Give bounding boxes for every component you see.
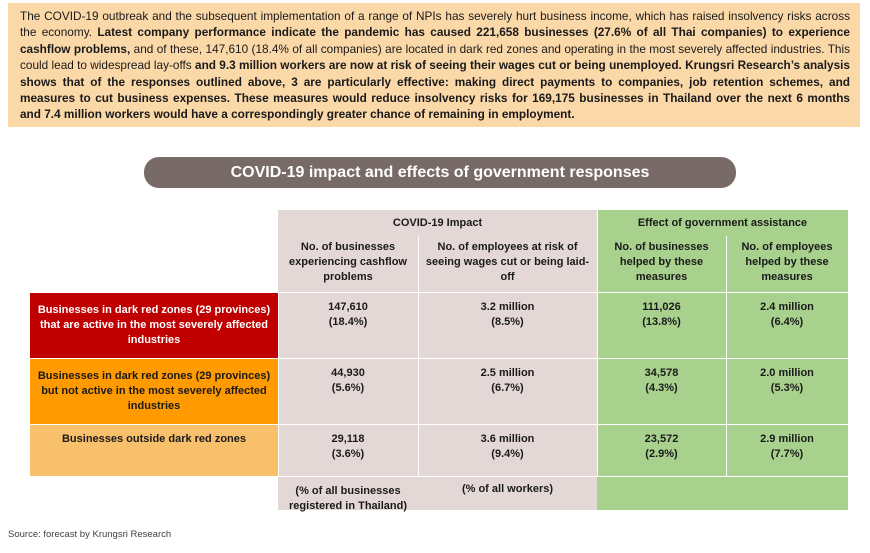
table-cell: 44,930 (5.6%) [331, 367, 365, 394]
group-header-assistance: Effect of government assistance [637, 216, 808, 229]
table-cell: 2.9 million (7.7%) [760, 433, 814, 460]
column-header-businesses-helped: No. of businesses helped by these measur… [614, 241, 709, 283]
impact-panel [278, 210, 597, 510]
assistance-panel [597, 210, 848, 510]
row-label-red-zone-other: Businesses in dark red zones (29 provinc… [30, 358, 278, 424]
group-header-impact: COVID-19 Impact [392, 216, 483, 229]
grid-line [278, 292, 279, 476]
summary-box: The COVID-19 outbreak and the subsequent… [8, 3, 860, 127]
grid-line [726, 236, 727, 476]
table-cell: 34,578 (4.3%) [644, 367, 679, 394]
grid-line [30, 424, 848, 425]
table-cell: 3.6 million (9.4%) [480, 433, 535, 460]
summary-sentence-3: and of these, 147,610 (18.4% of all comp… [20, 41, 850, 73]
table-cell: 111,026 (13.8%) [642, 301, 681, 328]
table-cell: 23,572 (2.9%) [644, 433, 679, 460]
summary-sentence-2: Latest company performance indicate the … [20, 25, 850, 56]
summary-sentence-4: and 9.3 million workers are now at risk … [20, 58, 850, 122]
column-header-businesses-cashflow: No. of businesses experiencing cashflow … [289, 241, 407, 283]
row-label-outside-red-zone: Businesses outside dark red zones [30, 424, 278, 476]
section-banner: COVID-19 impact and effects of governmen… [144, 157, 736, 188]
table-cell: 3.2 million (8.5%) [480, 301, 535, 328]
table-cell: 2.4 million (6.4%) [760, 301, 814, 328]
column-header-employees-at-risk: No. of employees at risk of seeing wages… [425, 241, 590, 283]
grid-line [278, 476, 848, 477]
footnote-workers: (% of all workers) [461, 483, 554, 495]
footnote-businesses: (% of all businesses registered in Thail… [289, 485, 407, 512]
table-cell: 2.0 million (5.3%) [760, 367, 814, 394]
row-label-red-zone-severe: Businesses in dark red zones (29 provinc… [30, 292, 278, 358]
table-cell: 29,118 (3.6%) [331, 433, 365, 460]
grid-line [30, 292, 848, 293]
column-header-employees-helped: No. of employees helped by these measure… [741, 241, 833, 283]
grid-line [418, 236, 419, 476]
grid-line [30, 358, 848, 359]
source-note: Source: forecast by Krungsri Research [8, 529, 172, 540]
table-cell: 2.5 million (6.7%) [480, 367, 535, 394]
grid-line [597, 210, 598, 476]
summary-sentence-1: The COVID-19 outbreak and the subsequent… [20, 9, 850, 40]
table-cell: 147,610 (18.4%) [328, 301, 368, 328]
